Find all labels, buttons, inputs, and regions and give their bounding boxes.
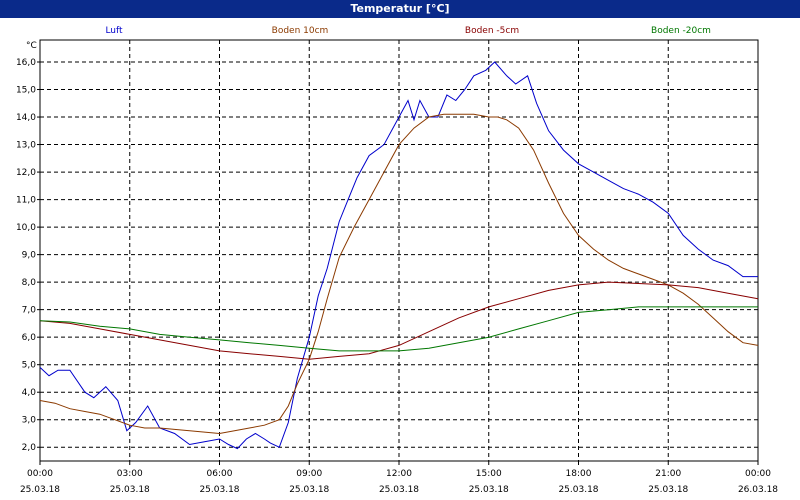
y-tick-label: 6,0 xyxy=(22,333,37,343)
legend-entry: Luft xyxy=(105,26,123,36)
y-tick-label: 10,0 xyxy=(16,223,36,233)
series-line-luft xyxy=(39,61,758,450)
x-tick-date-label: 26.03.18 xyxy=(738,485,778,495)
x-tick-date-label: 25.03.18 xyxy=(110,485,150,495)
series-line-boden-5cm xyxy=(39,281,759,360)
y-tick-label: 2,0 xyxy=(22,443,37,453)
legend-entry: Boden 10cm xyxy=(272,26,329,36)
x-tick-date-label: 25.03.18 xyxy=(558,485,598,495)
y-tick-label: 9,0 xyxy=(22,251,37,261)
y-axis-unit-label: °C xyxy=(26,41,37,51)
y-tick-label: 5,0 xyxy=(22,361,37,371)
legend-entry: Boden -5cm xyxy=(465,26,519,36)
legend: Luft Boden 10cm Boden -5cm Boden -20cm xyxy=(105,26,711,36)
series-line-boden-20cm xyxy=(39,306,758,352)
y-tick-label: 4,0 xyxy=(22,388,37,398)
y-tick-label: 13,0 xyxy=(16,141,36,151)
x-tick-time-label: 12:00 xyxy=(386,469,412,479)
window-title: Temperatur [°C] xyxy=(0,0,800,18)
series-lines xyxy=(39,61,759,450)
y-tick-label: 16,0 xyxy=(16,58,36,68)
y-axis-ticks: 2,0 3,0 4,0 5,0 6,0 7,0 8,0 9,0 10,0 11,0 12,0 13,0… xyxy=(16,58,40,453)
legend-entry: Boden -20cm xyxy=(651,26,711,36)
x-tick-time-label: 09:00 xyxy=(296,469,322,479)
x-tick-time-label: 00:00 xyxy=(27,469,53,479)
x-tick-date-label: 25.03.18 xyxy=(199,485,239,495)
x-tick-time-label: 18:00 xyxy=(566,469,592,479)
y-tick-label: 12,0 xyxy=(16,168,36,178)
x-axis-ticks: 00:00 25.03.18 03:00 25.03.18 06:00 25.03.18 0… xyxy=(20,461,778,495)
y-tick-label: 7,0 xyxy=(22,306,37,316)
x-tick-date-label: 25.03.18 xyxy=(20,485,60,495)
x-tick-date-label: 25.03.18 xyxy=(379,485,419,495)
x-tick-time-label: 00:00 xyxy=(745,469,771,479)
x-tick-time-label: 15:00 xyxy=(476,469,502,479)
y-tick-label: 14,0 xyxy=(16,113,36,123)
x-tick-date-label: 25.03.18 xyxy=(648,485,688,495)
x-tick-time-label: 06:00 xyxy=(207,469,233,479)
x-tick-date-label: 25.03.18 xyxy=(469,485,509,495)
series-line-boden-10cm xyxy=(39,113,759,435)
x-tick-time-label: 03:00 xyxy=(117,469,143,479)
y-tick-label: 8,0 xyxy=(22,278,37,288)
x-tick-date-label: 25.03.18 xyxy=(289,485,329,495)
y-tick-label: 11,0 xyxy=(16,196,36,206)
x-tick-time-label: 21:00 xyxy=(655,469,681,479)
temperature-chart: 2,0 3,0 4,0 5,0 6,0 7,0 8,0 9,0 10,0 11,0 12,0 13,0… xyxy=(16,26,778,495)
grid-lines xyxy=(39,39,759,462)
y-tick-label: 15,0 xyxy=(16,86,36,96)
y-tick-label: 3,0 xyxy=(22,416,37,426)
